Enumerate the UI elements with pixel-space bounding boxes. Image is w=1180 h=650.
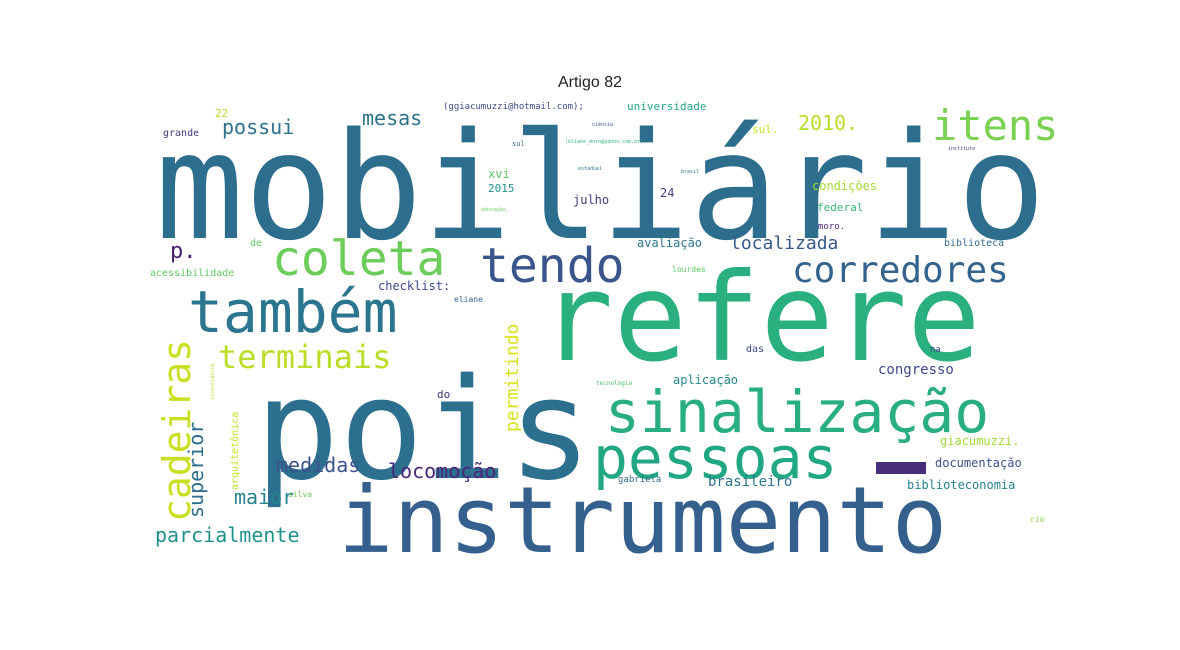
word-26: documentação <box>935 456 1022 470</box>
word-28: giacumuzzi. <box>940 434 1019 448</box>
word-57: ciência <box>592 121 613 128</box>
word-58: tecnologia <box>596 380 633 387</box>
word-2: pois <box>255 349 592 512</box>
word-43: acessibilidade <box>150 268 234 279</box>
word-56: sul <box>512 140 525 148</box>
word-36: 2015 <box>488 182 515 195</box>
word-16: maior <box>234 485 294 509</box>
word-39: (ggiacumuzzi@hotmail.com); <box>443 102 584 112</box>
word-30: avaliação <box>637 236 702 250</box>
word-17: parcialmente <box>155 523 300 547</box>
word-14: locomoção <box>388 459 496 483</box>
word-50: gabriela <box>618 475 661 485</box>
word-31: condições <box>812 179 877 193</box>
word-6: também <box>188 278 398 346</box>
word-9: itens <box>932 101 1058 150</box>
word-24: brasileiro <box>708 474 792 490</box>
word-33: checklist: <box>378 279 450 293</box>
word-20: 2010. <box>798 111 858 135</box>
word-27: biblioteconomia <box>907 478 1015 492</box>
word-54: lourdes <box>672 265 706 274</box>
word-34: julho <box>573 193 609 207</box>
word-15: superior <box>184 422 208 518</box>
word-51: arquitetônica <box>229 412 241 490</box>
word-7: coleta <box>272 231 445 287</box>
word-37: 24 <box>660 186 674 200</box>
word-41: 22 <box>215 107 228 120</box>
word-45: biblioteca <box>944 238 1004 249</box>
word-55: eliane <box>454 295 483 304</box>
word-18: possui <box>222 115 294 139</box>
word-1: refere <box>540 247 981 389</box>
underscore-mark <box>876 462 926 474</box>
word-48: do <box>437 388 450 401</box>
word-13: medidas <box>276 453 360 477</box>
word-29: aplicação <box>673 373 738 387</box>
word-3: instrumento <box>338 467 947 574</box>
word-63: instituto <box>948 146 975 152</box>
word-19: mesas <box>362 106 422 130</box>
word-10: corredores <box>792 250 1009 291</box>
word-38: universidade <box>627 100 706 113</box>
word-40: sul. <box>752 123 779 136</box>
word-0: mobiliário <box>155 101 1046 273</box>
word-11: cadeiras <box>155 339 199 522</box>
word-49: das <box>746 344 764 355</box>
word-60: (eliane_moro@yahoo.com.br); <box>565 139 646 145</box>
word-42: grande <box>163 128 199 139</box>
word-61: educação, <box>481 207 508 213</box>
word-23: p. <box>170 239 197 264</box>
word-32: federal <box>817 201 863 214</box>
word-5: pessoas <box>593 424 837 492</box>
word-59: estadual <box>578 166 602 172</box>
word-25: congresso <box>878 362 954 378</box>
word-46: moro. <box>818 222 845 232</box>
word-44: de <box>250 238 262 249</box>
word-8: tendo <box>480 238 625 294</box>
word-52: silva <box>288 490 312 499</box>
word-47: na <box>930 345 941 355</box>
word-21: localizada <box>730 233 838 254</box>
word-62: brasil <box>681 169 699 175</box>
chart-title: Artigo 82 <box>557 74 623 91</box>
word-4: sinalização <box>605 378 989 446</box>
word-22: permitindo <box>502 324 523 432</box>
word-12: terminais <box>218 338 391 376</box>
word-64: licenciatura <box>210 364 216 400</box>
word-53: rio <box>1030 515 1045 524</box>
word-35: xvi <box>488 167 510 181</box>
